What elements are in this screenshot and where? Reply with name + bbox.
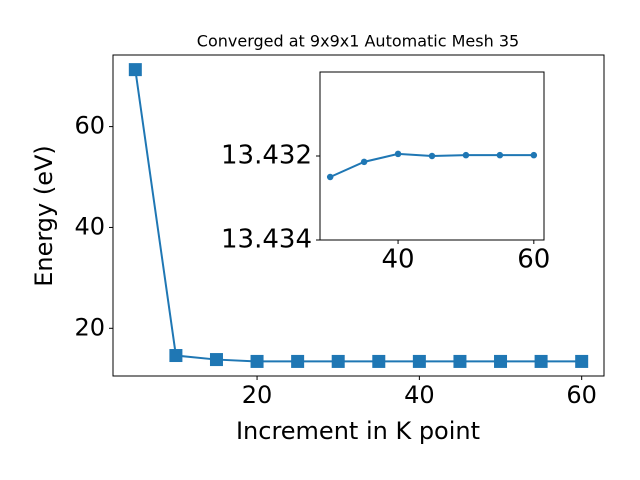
y-tick-label: 60 bbox=[74, 112, 105, 140]
chart-title: Converged at 9x9x1 Automatic Mesh 35 bbox=[197, 32, 519, 51]
marker bbox=[462, 151, 470, 159]
marker bbox=[575, 354, 589, 368]
marker bbox=[372, 354, 386, 368]
y-tick-label: 40 bbox=[74, 212, 105, 240]
marker bbox=[291, 354, 305, 368]
x-tick-label: 60 bbox=[517, 245, 550, 275]
marker bbox=[534, 354, 548, 368]
y-tick-label: 13.432 bbox=[221, 141, 312, 171]
marker bbox=[412, 354, 426, 368]
marker bbox=[360, 158, 368, 166]
line bbox=[134, 69, 582, 363]
marker bbox=[169, 349, 183, 363]
x-tick-label: 40 bbox=[382, 245, 415, 275]
y-tick-label: 20 bbox=[74, 313, 105, 341]
marker bbox=[494, 354, 508, 368]
marker bbox=[496, 151, 504, 159]
marker bbox=[326, 173, 334, 181]
marker bbox=[209, 353, 223, 367]
x-axis-label: Increment in K point bbox=[236, 417, 480, 445]
x-tick-label: 40 bbox=[404, 381, 435, 409]
marker bbox=[250, 354, 264, 368]
marker bbox=[128, 63, 142, 77]
marker bbox=[331, 354, 345, 368]
marker bbox=[453, 354, 467, 368]
y-axis-label: Energy (eV) bbox=[30, 145, 58, 287]
y-tick-label: 13.434 bbox=[221, 225, 312, 255]
marker bbox=[530, 151, 538, 159]
marker bbox=[394, 150, 402, 158]
x-tick-label: 20 bbox=[242, 381, 273, 409]
marker bbox=[428, 152, 436, 160]
x-tick-label: 60 bbox=[566, 381, 597, 409]
